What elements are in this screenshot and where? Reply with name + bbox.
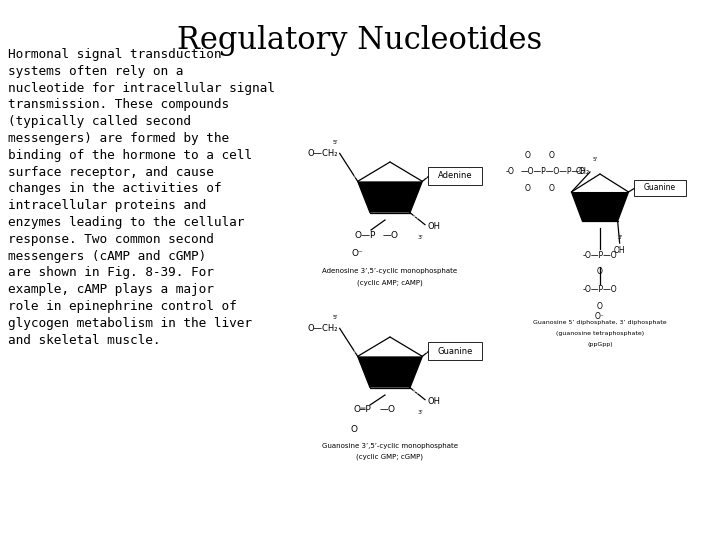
Text: -O: -O bbox=[506, 167, 515, 177]
Text: Guanosine 3’,5’-cyclic monophosphate: Guanosine 3’,5’-cyclic monophosphate bbox=[322, 443, 458, 449]
Text: Regulatory Nucleotides: Regulatory Nucleotides bbox=[177, 25, 543, 56]
Text: O—CH₂: O—CH₂ bbox=[307, 324, 338, 333]
Text: O: O bbox=[549, 184, 555, 193]
Polygon shape bbox=[358, 356, 423, 388]
Text: —O: —O bbox=[383, 231, 399, 240]
Text: O⁻: O⁻ bbox=[595, 312, 605, 321]
Text: Guanine: Guanine bbox=[437, 347, 473, 355]
Text: 3': 3' bbox=[617, 235, 622, 240]
Text: O—CH₂: O—CH₂ bbox=[307, 149, 338, 158]
Text: H: H bbox=[353, 173, 359, 179]
Text: CH₂: CH₂ bbox=[576, 167, 590, 177]
Text: H: H bbox=[628, 185, 633, 190]
Text: O: O bbox=[351, 424, 358, 434]
Text: 5': 5' bbox=[333, 140, 338, 145]
Text: Adenosine 3’,5’-cyclic monophosphate: Adenosine 3’,5’-cyclic monophosphate bbox=[323, 268, 458, 274]
Text: H: H bbox=[362, 389, 368, 395]
Text: (guanosine tetraphosphate): (guanosine tetraphosphate) bbox=[556, 331, 644, 336]
Text: —O—P—O—P—O: —O—P—O—P—O bbox=[521, 167, 586, 177]
Text: —O: —O bbox=[380, 406, 396, 415]
Text: OH: OH bbox=[428, 222, 441, 231]
Text: H: H bbox=[567, 185, 572, 190]
Text: Hormonal signal transduction
systems often rely on a
nucleotide for intracellula: Hormonal signal transduction systems oft… bbox=[8, 48, 275, 347]
Polygon shape bbox=[358, 181, 423, 213]
Text: OH: OH bbox=[614, 246, 626, 255]
Text: O—P: O—P bbox=[354, 231, 376, 240]
Text: (cyclic GMP; cGMP): (cyclic GMP; cGMP) bbox=[356, 454, 423, 461]
Text: O: O bbox=[597, 267, 603, 276]
Text: O: O bbox=[525, 151, 531, 160]
Text: -O—P—O: -O—P—O bbox=[582, 251, 617, 260]
Text: 5': 5' bbox=[593, 157, 598, 162]
FancyBboxPatch shape bbox=[428, 342, 482, 360]
Text: OH: OH bbox=[428, 397, 441, 406]
Text: 3': 3' bbox=[417, 235, 423, 240]
Text: H: H bbox=[413, 389, 418, 395]
Text: H: H bbox=[422, 173, 427, 179]
Text: O: O bbox=[525, 184, 531, 193]
Text: H: H bbox=[422, 348, 427, 354]
Text: 3': 3' bbox=[417, 410, 423, 415]
Text: H: H bbox=[353, 348, 359, 354]
Text: -O—P—O: -O—P—O bbox=[582, 286, 617, 294]
Text: (cyclic AMP; cAMP): (cyclic AMP; cAMP) bbox=[357, 279, 423, 286]
Text: Adenine: Adenine bbox=[438, 172, 472, 180]
Text: H: H bbox=[413, 214, 418, 220]
Text: O═P: O═P bbox=[353, 406, 371, 415]
Text: Guanine: Guanine bbox=[644, 184, 676, 192]
Polygon shape bbox=[572, 192, 629, 221]
Text: O⁻: O⁻ bbox=[351, 249, 363, 259]
Text: Guanosine 5’ diphosphate, 3’ diphosphate: Guanosine 5’ diphosphate, 3’ diphosphate bbox=[534, 320, 667, 325]
Text: O: O bbox=[597, 302, 603, 311]
Text: 5': 5' bbox=[333, 315, 338, 320]
Text: O: O bbox=[549, 151, 555, 160]
Text: (ppGpp): (ppGpp) bbox=[588, 342, 613, 347]
FancyBboxPatch shape bbox=[428, 167, 482, 185]
Text: H: H bbox=[362, 214, 368, 220]
FancyBboxPatch shape bbox=[634, 180, 686, 196]
